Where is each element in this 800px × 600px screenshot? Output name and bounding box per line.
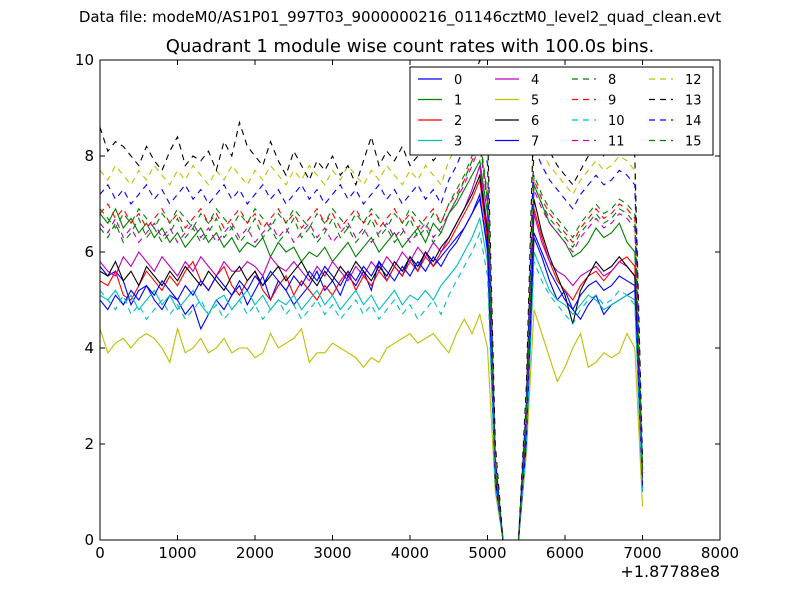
series-line-13	[100, 60, 644, 540]
x-tick-label: 0	[95, 544, 105, 562]
series-line-8	[100, 134, 644, 540]
legend-label-13: 13	[685, 94, 702, 109]
y-tick-label: 4	[84, 339, 94, 357]
series-line-1	[100, 159, 644, 540]
series-line-9	[100, 139, 644, 540]
x-tick-label: 1000	[158, 544, 196, 562]
x-tick-label: 3000	[313, 544, 351, 562]
series-line-4	[100, 165, 644, 540]
y-tick-label: 8	[84, 147, 94, 165]
series-line-2	[100, 177, 644, 540]
series-line-7	[100, 197, 644, 540]
legend-label-4: 4	[531, 73, 539, 88]
series-line-11	[100, 144, 644, 540]
series-line-12	[100, 79, 644, 540]
legend-label-9: 9	[608, 94, 616, 109]
legend-label-14: 14	[685, 114, 702, 129]
series-layer	[100, 60, 644, 540]
series-line-6	[100, 173, 644, 540]
series-line-15	[100, 139, 644, 540]
legend-label-10: 10	[608, 114, 625, 129]
legend-label-5: 5	[531, 94, 539, 109]
series-line-14	[100, 103, 644, 540]
legend-label-11: 11	[608, 135, 625, 150]
legend-label-12: 12	[685, 73, 702, 88]
legend-label-6: 6	[531, 114, 539, 129]
y-tick-label: 10	[75, 51, 94, 69]
legend-label-2: 2	[454, 114, 462, 129]
x-tick-label: 7000	[623, 544, 661, 562]
x-tick-label: 8000	[701, 544, 739, 562]
legend-label-15: 15	[685, 135, 702, 150]
x-tick-label: 2000	[236, 544, 274, 562]
legend-label-8: 8	[608, 73, 616, 88]
x-tick-label: 5000	[468, 544, 506, 562]
x-tick-label: 6000	[546, 544, 584, 562]
y-tick-label: 0	[84, 531, 94, 549]
chart-title: Quadrant 1 module wise count rates with …	[165, 36, 655, 57]
series-line-3	[100, 216, 644, 540]
legend-label-1: 1	[454, 94, 462, 109]
x-axis-offset: +1.87788e8	[620, 562, 720, 581]
y-tick-label: 2	[84, 435, 94, 453]
series-line-0	[100, 192, 644, 540]
series-line-10	[100, 230, 644, 540]
legend-label-3: 3	[454, 135, 462, 150]
data-file-title: Data file: modeM0/AS1P01_997T03_90000002…	[78, 8, 722, 26]
series-line-5	[100, 309, 644, 540]
legend-label-7: 7	[531, 135, 539, 150]
x-tick-label: 4000	[391, 544, 429, 562]
legend-label-0: 0	[454, 73, 462, 88]
y-tick-label: 6	[84, 243, 94, 261]
